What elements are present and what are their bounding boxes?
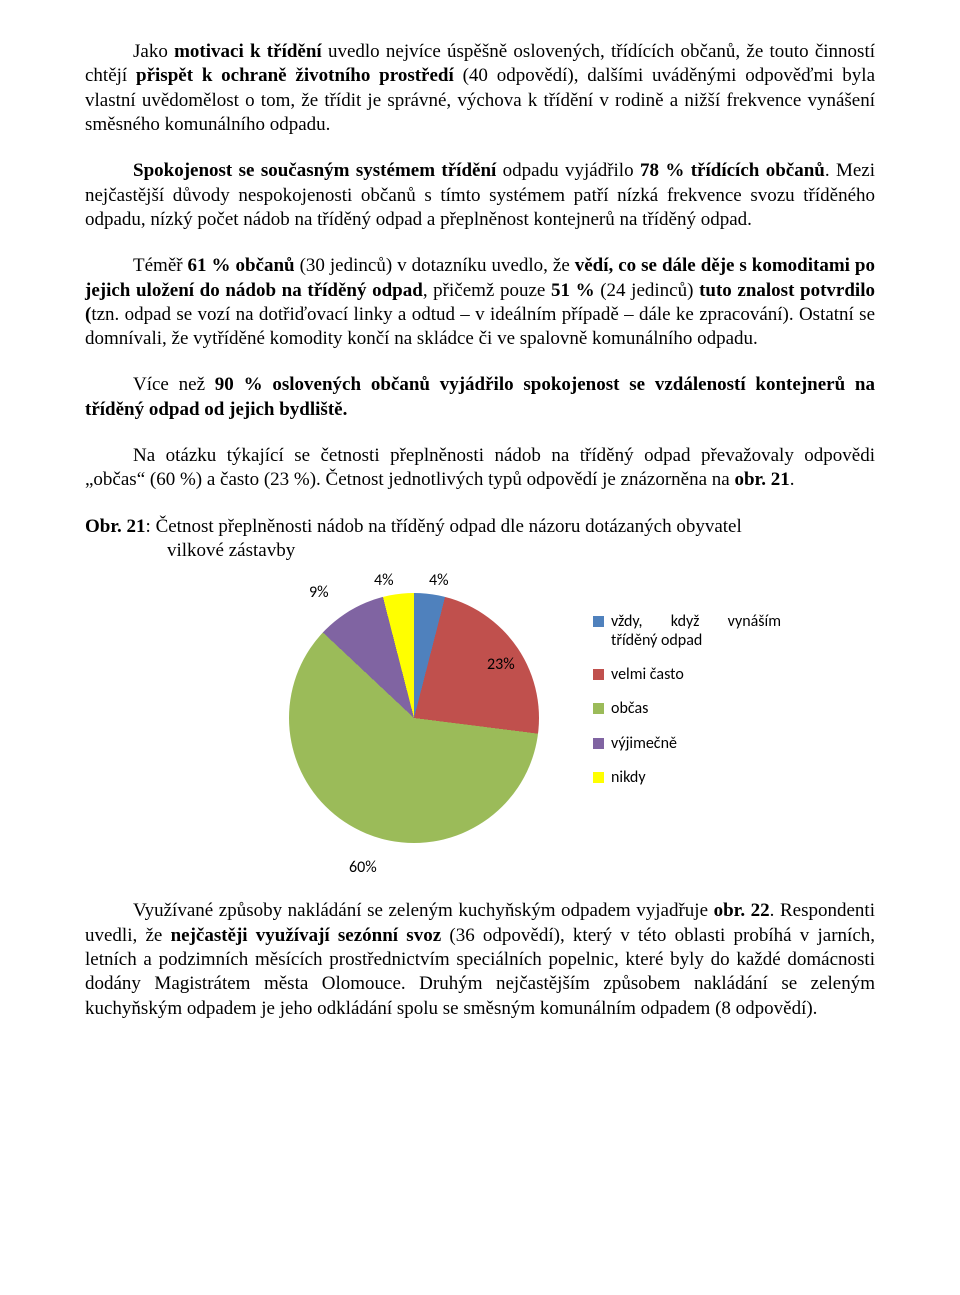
paragraph-4: Více než 90 % oslovených občanů vyjádřil… xyxy=(85,373,875,422)
document-page: Jako motivaci k třídění uvedlo nejvíce ú… xyxy=(0,0,960,1295)
paragraph-2: Spokojenost se současným systémem tříděn… xyxy=(85,159,875,232)
legend-label: vždy, když vynáším tříděný odpad xyxy=(611,613,781,650)
text: Téměř xyxy=(133,255,188,276)
legend-item: výjimečně xyxy=(593,735,781,753)
bold: Obr. 21 xyxy=(85,516,146,537)
text: (24 jedinců) xyxy=(595,280,699,301)
legend-item: velmi často xyxy=(593,666,781,684)
pie-slice-label: 60% xyxy=(349,858,377,878)
text: Jako xyxy=(133,41,174,62)
bold: nejčastěji využívají sezónní svoz xyxy=(171,925,442,946)
bold: přispět k ochraně životního prostředí xyxy=(136,65,454,86)
legend-swatch xyxy=(593,616,604,627)
bold: Spokojenost se současným systémem tříděn… xyxy=(133,160,496,181)
text: : Četnost přeplněnosti nádob na tříděný … xyxy=(146,516,742,537)
legend-item: vždy, když vynáším tříděný odpad xyxy=(593,613,781,650)
pie-slice-label: 4% xyxy=(374,571,394,591)
legend-label: velmi často xyxy=(611,666,684,684)
text: vilkové zástavby xyxy=(85,539,875,563)
legend-label: nikdy xyxy=(611,769,646,787)
legend-item: občas xyxy=(593,700,781,718)
paragraph-5: Na otázku týkající se četnosti přeplněno… xyxy=(85,444,875,493)
chart-legend: vždy, když vynáším tříděný odpad velmi ča… xyxy=(593,613,781,803)
bold: motivaci k třídění xyxy=(174,41,322,62)
pie-slice-label: 4% xyxy=(429,571,449,591)
text: Využívané způsoby nakládání se zeleným k… xyxy=(133,900,714,921)
pie-chart: 4%23%60%9%4% xyxy=(269,573,559,863)
legend-item: nikdy xyxy=(593,769,781,787)
pie-slice-label: 23% xyxy=(487,655,515,675)
text: Více než xyxy=(133,374,215,395)
pie-slice-label: 9% xyxy=(309,583,329,603)
legend-label: občas xyxy=(611,700,648,718)
bold: 51 % xyxy=(551,280,595,301)
legend-label: výjimečně xyxy=(611,735,677,753)
pie-slices xyxy=(289,593,539,843)
pie-chart-block: 4%23%60%9%4% vždy, když vynáším tříděný … xyxy=(85,573,875,863)
figure-caption: Obr. 21: Četnost přeplněnosti nádob na t… xyxy=(85,515,875,564)
text: , přičemž pouze xyxy=(423,280,551,301)
text: (30 jedinců) v dotazníku uvedlo, že xyxy=(295,255,575,276)
paragraph-3: Téměř 61 % občanů (30 jedinců) v dotazní… xyxy=(85,254,875,351)
legend-swatch xyxy=(593,738,604,749)
legend-swatch xyxy=(593,772,604,783)
bold: obr. 21 xyxy=(734,469,789,490)
paragraph-6: Využívané způsoby nakládání se zeleným k… xyxy=(85,899,875,1021)
paragraph-1: Jako motivaci k třídění uvedlo nejvíce ú… xyxy=(85,40,875,137)
bold: 61 % občanů xyxy=(188,255,295,276)
legend-swatch xyxy=(593,703,604,714)
legend-swatch xyxy=(593,669,604,680)
text: tzn. odpad se vozí na dotřiďovací linky … xyxy=(85,304,875,349)
bold: obr. 22 xyxy=(714,900,770,921)
text: . xyxy=(790,469,795,490)
text: odpadu vyjádřilo xyxy=(496,160,640,181)
bold: 78 % třídících občanů xyxy=(640,160,825,181)
